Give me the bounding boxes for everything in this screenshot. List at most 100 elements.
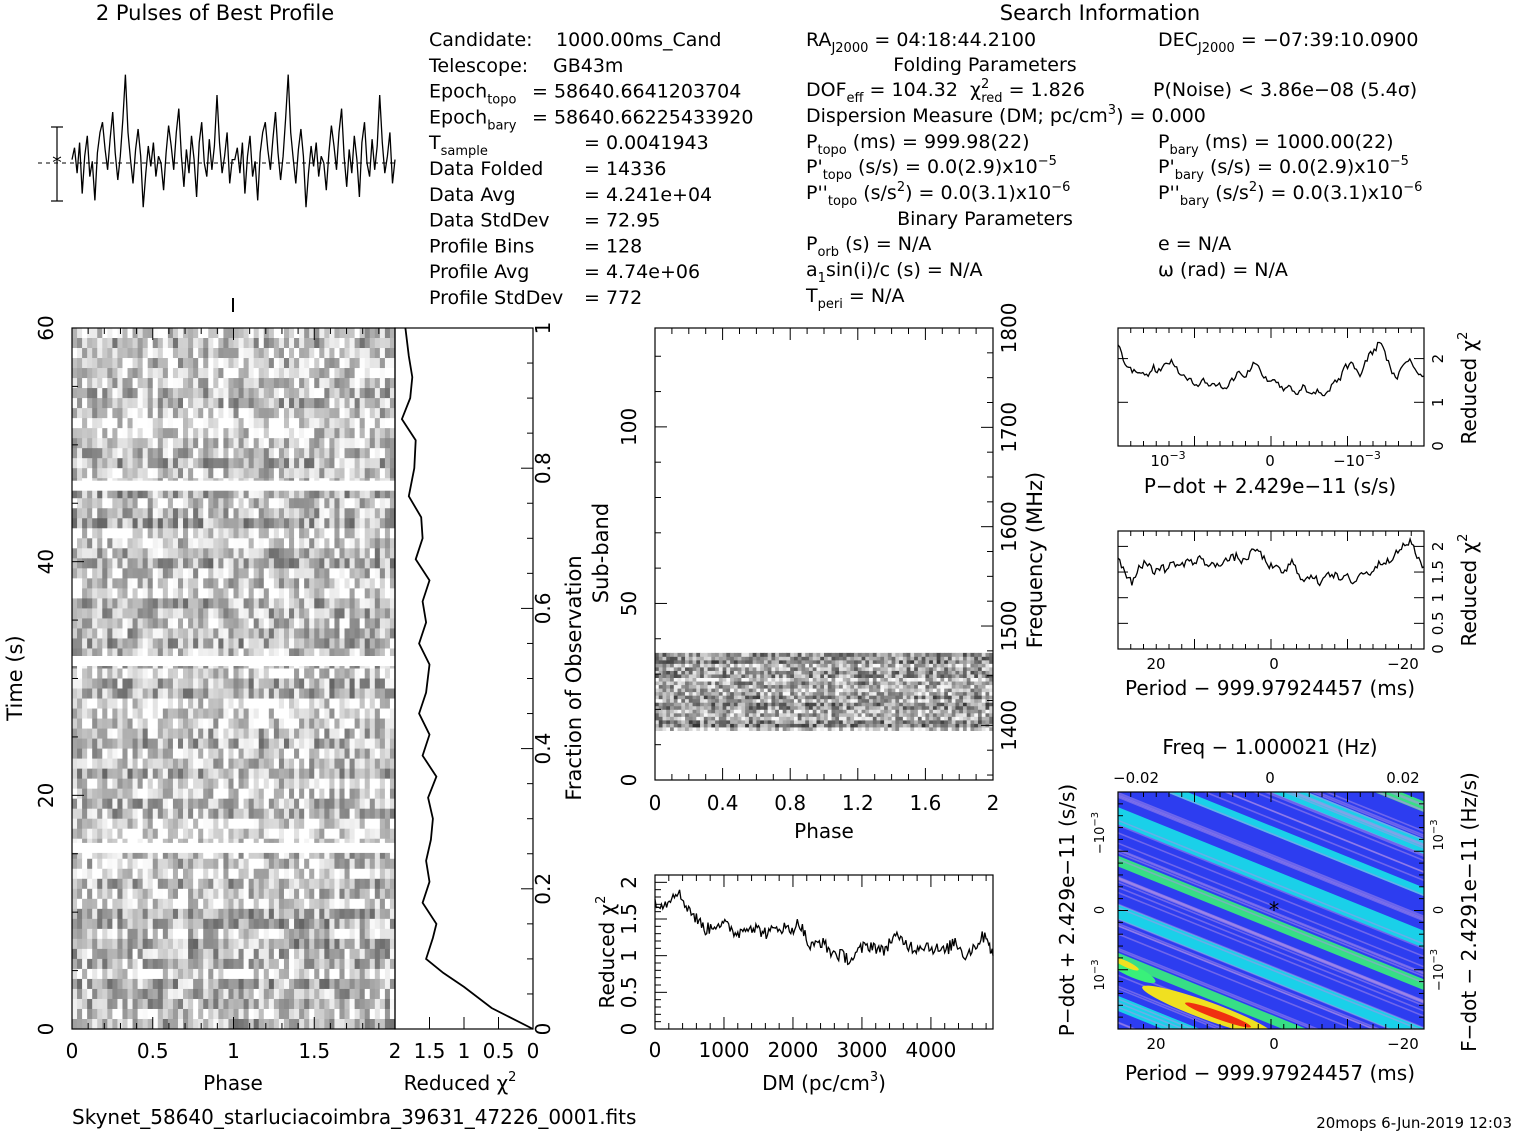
heatmap-cell xyxy=(87,938,93,950)
heatmap-cell xyxy=(223,1008,229,1020)
heatmap-cell xyxy=(233,448,239,459)
heatmap-cell xyxy=(344,758,350,770)
heatmap-cell xyxy=(379,808,386,820)
heatmap-cell xyxy=(162,588,169,599)
heatmap-cell xyxy=(218,418,224,429)
heatmap-cell xyxy=(122,978,128,990)
heatmap-cell xyxy=(203,388,209,399)
heatmap-cell xyxy=(188,868,194,880)
heatmap-cell xyxy=(304,568,310,579)
heatmap-cell xyxy=(299,618,305,629)
heatmap-cell xyxy=(319,708,325,719)
heatmap-cell xyxy=(172,598,179,609)
heatmap-cell xyxy=(152,468,159,479)
heatmap-cell xyxy=(715,716,720,721)
heatmap-cell xyxy=(304,728,310,739)
heatmap-cell xyxy=(248,688,255,699)
heatmap-cell xyxy=(87,708,93,719)
heatmap-cell xyxy=(339,668,345,679)
heatmap-cell xyxy=(304,678,310,689)
heatmap-cell xyxy=(344,978,350,990)
heatmap-cell xyxy=(193,988,199,1000)
heatmap-cell xyxy=(722,716,727,721)
heatmap-cell xyxy=(389,828,396,840)
heatmap-cell xyxy=(268,438,275,449)
heatmap-cell xyxy=(162,908,169,920)
heatmap-cell xyxy=(183,418,189,429)
heatmap-cell xyxy=(278,358,285,369)
heatmap-cell xyxy=(309,748,315,760)
heatmap-cell xyxy=(228,468,234,479)
heatmap-cell xyxy=(379,768,386,780)
heatmap-cell xyxy=(223,688,229,699)
heatmap-cell xyxy=(87,418,93,429)
heatmap-cell xyxy=(77,328,83,339)
heatmap-cell xyxy=(188,408,194,419)
heatmap-cell xyxy=(681,716,686,721)
heatmap-cell xyxy=(213,608,219,619)
heatmap-cell xyxy=(92,578,98,589)
heatmap-cell xyxy=(359,898,366,910)
heatmap-cell xyxy=(223,548,229,559)
heatmap-cell xyxy=(213,908,219,920)
heatmap-cell xyxy=(167,388,174,399)
heatmap-cell xyxy=(112,688,118,699)
heatmap-cell xyxy=(278,898,285,910)
heatmap-cell xyxy=(122,768,128,780)
heatmap-cell xyxy=(374,598,381,609)
heatmap-cell xyxy=(92,808,98,820)
heatmap-cell xyxy=(172,708,179,719)
heatmap-cell xyxy=(688,723,693,728)
heatmap-cell xyxy=(137,908,144,920)
heatmap-cell xyxy=(258,348,265,359)
heatmap-cell xyxy=(294,548,300,559)
heatmap-cell xyxy=(955,719,960,724)
heatmap-cell xyxy=(132,508,139,519)
heatmap-cell xyxy=(122,358,128,369)
heatmap-cell xyxy=(218,428,224,439)
time-chi2-axes: 2 1.5 1 0.5 000.20.40.60.81 xyxy=(389,322,555,1063)
heatmap-cell xyxy=(172,728,179,739)
heatmap-cell xyxy=(273,678,280,689)
heatmap-cell xyxy=(339,888,345,900)
heatmap-cell xyxy=(329,388,335,399)
heatmap-cell xyxy=(132,678,139,689)
pdbary-line: P'bary (s/s) = 0.0(2.9)x10−5 xyxy=(1158,154,1409,183)
heatmap-cell xyxy=(359,738,366,749)
heatmap-cell xyxy=(268,778,275,790)
heatmap-cell xyxy=(193,798,199,810)
heatmap-cell xyxy=(324,458,330,469)
heatmap-cell xyxy=(294,888,300,900)
heatmap-cell xyxy=(213,638,219,649)
heatmap-cell xyxy=(384,848,391,860)
heatmap-cell xyxy=(289,638,295,649)
heatmap-cell xyxy=(369,778,376,790)
heatmap-cell xyxy=(299,1008,305,1020)
heatmap-cell xyxy=(213,938,219,950)
y-tick-label: 40 xyxy=(34,549,58,574)
heatmap-cell xyxy=(314,458,320,469)
heatmap-cell xyxy=(172,938,179,950)
heatmap-cell xyxy=(162,488,169,499)
heatmap-cell xyxy=(268,998,275,1010)
heatmap-cell xyxy=(102,978,108,990)
heatmap-cell xyxy=(167,898,174,910)
heatmap-cell xyxy=(319,558,325,569)
heatmap-cell xyxy=(756,719,761,724)
heatmap-cell xyxy=(384,708,391,719)
heatmap-cell xyxy=(112,588,118,599)
heatmap-cell xyxy=(127,878,133,890)
heatmap-cell xyxy=(208,518,214,529)
heatmap-cell xyxy=(263,718,270,729)
heatmap-cell xyxy=(198,678,204,689)
heatmap-cell xyxy=(258,768,265,780)
heatmap-cell xyxy=(77,428,83,439)
heatmap-cell xyxy=(87,408,93,419)
heatmap-cell xyxy=(152,998,159,1010)
heatmap-cell xyxy=(147,1018,154,1030)
heatmap-cell xyxy=(193,738,199,749)
heatmap-cell xyxy=(379,608,386,619)
heatmap-cell xyxy=(389,768,396,780)
heatmap-cell xyxy=(177,518,184,529)
heatmap-cell xyxy=(157,428,164,439)
